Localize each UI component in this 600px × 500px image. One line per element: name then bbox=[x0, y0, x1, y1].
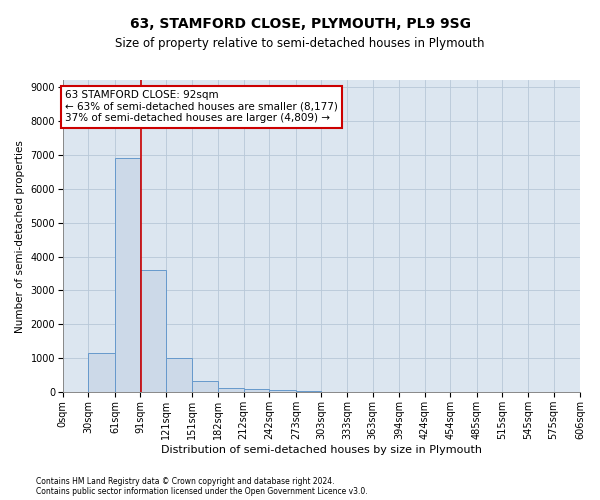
Bar bbox=[140, 270, 166, 392]
Bar bbox=[115, 158, 140, 392]
Text: 63, STAMFORD CLOSE, PLYMOUTH, PL9 9SG: 63, STAMFORD CLOSE, PLYMOUTH, PL9 9SG bbox=[130, 18, 470, 32]
Bar bbox=[166, 358, 191, 392]
Y-axis label: Number of semi-detached properties: Number of semi-detached properties bbox=[15, 140, 25, 332]
Text: Contains public sector information licensed under the Open Government Licence v3: Contains public sector information licen… bbox=[36, 487, 368, 496]
Text: Contains HM Land Registry data © Crown copyright and database right 2024.: Contains HM Land Registry data © Crown c… bbox=[36, 477, 335, 486]
Bar bbox=[244, 389, 269, 392]
X-axis label: Distribution of semi-detached houses by size in Plymouth: Distribution of semi-detached houses by … bbox=[161, 445, 482, 455]
Bar bbox=[191, 382, 218, 392]
Bar bbox=[88, 354, 115, 393]
Bar bbox=[296, 390, 322, 392]
Bar bbox=[218, 388, 244, 392]
Text: 63 STAMFORD CLOSE: 92sqm
← 63% of semi-detached houses are smaller (8,177)
37% o: 63 STAMFORD CLOSE: 92sqm ← 63% of semi-d… bbox=[65, 90, 338, 124]
Text: Size of property relative to semi-detached houses in Plymouth: Size of property relative to semi-detach… bbox=[115, 38, 485, 51]
Bar bbox=[269, 390, 296, 392]
